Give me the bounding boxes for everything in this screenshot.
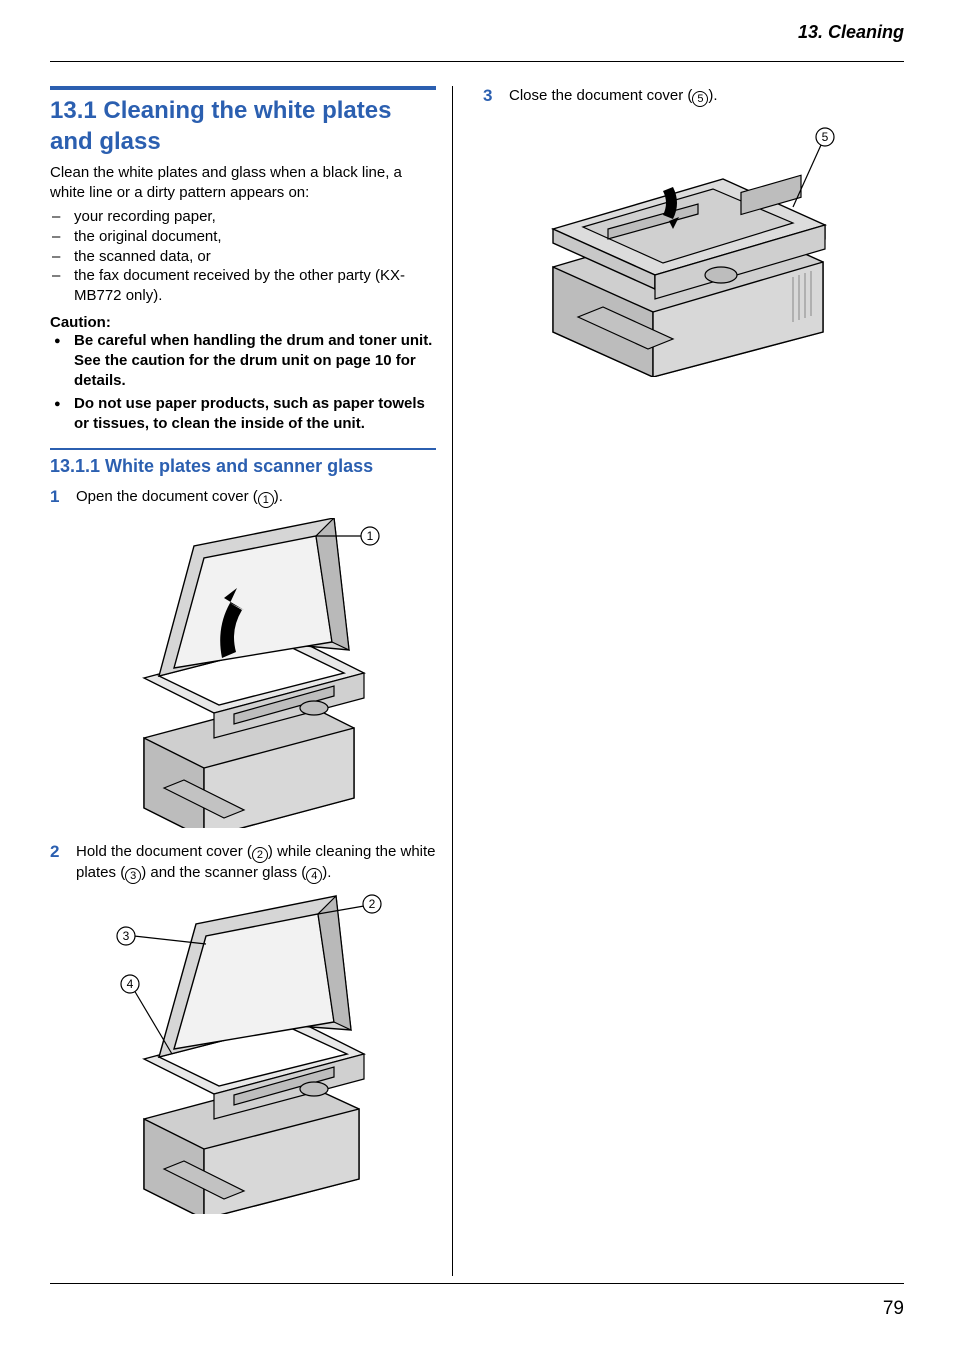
page-number: 79 [883, 1298, 904, 1320]
text: ). [322, 864, 331, 881]
subsection-rule [50, 448, 436, 450]
section-heading: 13.1 Cleaning the white plates and glass [50, 96, 436, 157]
callout-ref: 3 [125, 868, 141, 884]
list-item: the scanned data, or [50, 247, 436, 267]
printer-cleaning-illustration: 2 3 4 [104, 894, 394, 1214]
callout-ref: 4 [306, 868, 322, 884]
figure-2: 2 3 4 [104, 894, 436, 1214]
list-item: your recording paper, [50, 207, 436, 227]
text: ). [274, 488, 283, 505]
callout-ref: 2 [252, 847, 268, 863]
intro-text: Clean the white plates and glass when a … [50, 163, 436, 203]
list-item: Do not use paper products, such as paper… [50, 394, 436, 434]
step-text: Close the document cover (5). [509, 86, 904, 107]
page: 13. Cleaning 13.1 Cleaning the white pla… [0, 0, 954, 1348]
running-head: 13. Cleaning [798, 22, 904, 43]
text: Close the document cover ( [509, 87, 692, 104]
right-column: 3 Close the document cover (5). [453, 86, 904, 1276]
step-3: 3 Close the document cover (5). [483, 86, 904, 107]
callout-4: 4 [127, 977, 134, 991]
subsection-heading: 13.1.1 White plates and scanner glass [50, 456, 436, 477]
caution-label: Caution: [50, 314, 436, 331]
text: ) and the scanner glass ( [141, 864, 306, 881]
two-column-layout: 13.1 Cleaning the white plates and glass… [50, 86, 904, 1276]
caution-list: Be careful when handling the drum and to… [50, 331, 436, 434]
callout-5: 5 [822, 130, 829, 144]
printer-open-cover-illustration: 1 [104, 518, 394, 828]
step-2: 2 Hold the document cover (2) while clea… [50, 842, 436, 884]
callout-1: 1 [367, 529, 374, 543]
step-number: 1 [50, 487, 76, 508]
text: Open the document cover ( [76, 488, 258, 505]
callout-3: 3 [123, 929, 130, 943]
header-rule [50, 61, 904, 62]
figure-1: 1 [104, 518, 436, 828]
callout-ref: 5 [692, 91, 708, 107]
page-header: 13. Cleaning [50, 18, 904, 62]
callout-ref: 1 [258, 492, 274, 508]
text: Hold the document cover ( [76, 843, 252, 860]
left-column: 13.1 Cleaning the white plates and glass… [50, 86, 452, 1276]
text: ). [708, 87, 717, 104]
list-item: the fax document received by the other p… [50, 266, 436, 306]
step-1: 1 Open the document cover (1). [50, 487, 436, 508]
step-text: Hold the document cover (2) while cleani… [76, 842, 436, 884]
list-item: Be careful when handling the drum and to… [50, 331, 436, 390]
dash-list: your recording paper, the original docum… [50, 207, 436, 306]
callout-2: 2 [369, 897, 376, 911]
step-text: Open the document cover (1). [76, 487, 436, 508]
step-number: 2 [50, 842, 76, 884]
step-number: 3 [483, 86, 509, 107]
figure-3: 5 [523, 117, 904, 377]
printer-closed-cover-illustration: 5 [523, 117, 853, 377]
list-item: the original document, [50, 227, 436, 247]
section-rule [50, 86, 436, 90]
footer-rule [50, 1283, 904, 1284]
